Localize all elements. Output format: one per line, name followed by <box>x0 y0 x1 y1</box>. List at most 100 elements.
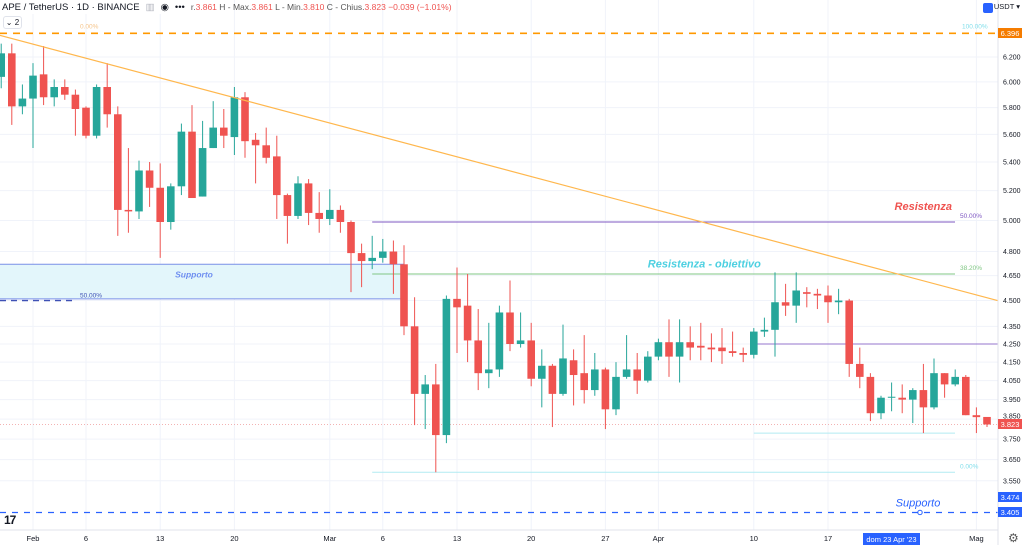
time-tick-label: 27 <box>601 534 609 543</box>
settings-gear-icon[interactable]: ⚙ <box>1008 531 1019 545</box>
candle-body <box>909 390 917 400</box>
candle <box>410 297 419 426</box>
price-tag: 3.474 <box>998 492 1022 503</box>
candle <box>251 132 260 184</box>
candle-body <box>792 290 800 306</box>
candle <box>951 369 959 387</box>
candle-body <box>877 397 885 414</box>
candle-body <box>569 360 578 376</box>
candle <box>728 331 737 357</box>
candle <box>506 280 514 352</box>
candle <box>750 328 758 359</box>
candle <box>61 79 69 100</box>
candle-body <box>315 212 323 219</box>
symbol-title[interactable]: APE / TetherUS · 1D · BINANCE <box>2 1 140 13</box>
candle-body <box>919 390 928 408</box>
high-value: 3.861 <box>251 2 273 12</box>
price-tag: 3.823 <box>998 419 1022 430</box>
symbol-box[interactable]: APE / TetherUS · 1D · BINANCE ▥ ◉ ••• <box>0 0 189 14</box>
fib-level-label: 0.00% <box>960 463 979 470</box>
ohlc-readout: r.3.861 H - Max.3.861 L - Min.3.810 C - … <box>191 2 452 12</box>
time-tick-label: 10 <box>750 534 758 543</box>
low-label: L - Min. <box>275 2 304 12</box>
candle-body <box>294 183 302 216</box>
price-tick-label: 4.250 <box>1003 341 1021 348</box>
candle <box>548 363 557 428</box>
candle-body <box>304 183 313 213</box>
candle <box>389 240 398 294</box>
candle-body <box>506 312 514 344</box>
candle-body <box>357 253 366 262</box>
indicators-collapse-button[interactable]: ⌄ 2 <box>3 16 22 29</box>
candle <box>241 92 249 158</box>
candle <box>856 347 864 389</box>
candle-body <box>410 326 419 394</box>
currency-selector[interactable]: USDT ▾ <box>993 2 1020 11</box>
flag-icon[interactable]: ▥ <box>145 1 155 13</box>
candle <box>612 362 620 416</box>
candle-body <box>527 340 535 379</box>
candle <box>273 135 281 219</box>
candle <box>304 179 313 226</box>
time-tick-label: 20 <box>230 534 238 543</box>
fib-level-label: 38.20% <box>960 265 982 272</box>
candle <box>0 43 5 89</box>
price-tick-label: 5.800 <box>1003 105 1021 112</box>
candle <box>283 193 292 244</box>
screenshot-icon[interactable] <box>983 3 993 13</box>
time-tick-label: 13 <box>453 534 461 543</box>
eye-icon[interactable]: ◉ <box>160 1 169 13</box>
candle-body <box>644 356 652 381</box>
price-tick-label: 3.950 <box>1003 397 1021 404</box>
candle <box>813 288 822 310</box>
candle-body <box>283 195 292 216</box>
low-value: 3.810 <box>303 2 325 12</box>
more-icon[interactable]: ••• <box>174 1 185 13</box>
candle <box>644 351 652 383</box>
price-axis <box>998 0 1024 545</box>
candle-body <box>760 329 769 332</box>
candle-body <box>156 187 164 223</box>
candle <box>8 43 16 125</box>
candle-body <box>432 384 440 436</box>
chart-header: APE / TetherUS · 1D · BINANCE ▥ ◉ ••• r.… <box>0 0 452 14</box>
candle-body <box>940 373 949 385</box>
candle <box>803 287 811 308</box>
chevron-down-icon: ⌄ <box>5 18 15 27</box>
candle <box>39 46 48 106</box>
candle <box>569 349 578 406</box>
candle-body <box>686 342 694 348</box>
candle-body <box>326 209 334 219</box>
candle-body <box>601 369 610 410</box>
candle <box>177 123 186 196</box>
candle-body <box>114 114 122 210</box>
close-value: 3.823 <box>364 2 386 12</box>
high-label: H - Max. <box>219 2 252 12</box>
support-zone-label: Supporto <box>175 269 213 279</box>
candle <box>114 106 122 236</box>
candle <box>972 407 981 434</box>
candle <box>347 220 355 293</box>
price-tick-label: 3.650 <box>1003 457 1021 464</box>
candle-body <box>474 340 482 374</box>
candle-body <box>442 298 451 436</box>
price-tick-label: 5.600 <box>1003 132 1021 139</box>
candle-body <box>103 87 111 115</box>
time-tick-label: 6 <box>381 534 385 543</box>
candle-body <box>18 98 27 107</box>
candle-body <box>188 131 196 199</box>
price-tick-label: 6.000 <box>1003 79 1021 86</box>
candle <box>686 326 694 361</box>
candle <box>453 267 461 353</box>
candle-body <box>622 369 631 377</box>
candle-body <box>145 170 154 188</box>
candle <box>930 358 938 410</box>
candle-body <box>8 53 16 107</box>
candle-body <box>220 127 228 136</box>
price-tick-label: 3.550 <box>1003 478 1021 485</box>
candle-body <box>61 87 69 95</box>
tradingview-logo[interactable]: 17 <box>4 513 16 527</box>
candle <box>718 328 726 364</box>
change-value: −0.039 (−1.01%) <box>388 2 452 12</box>
